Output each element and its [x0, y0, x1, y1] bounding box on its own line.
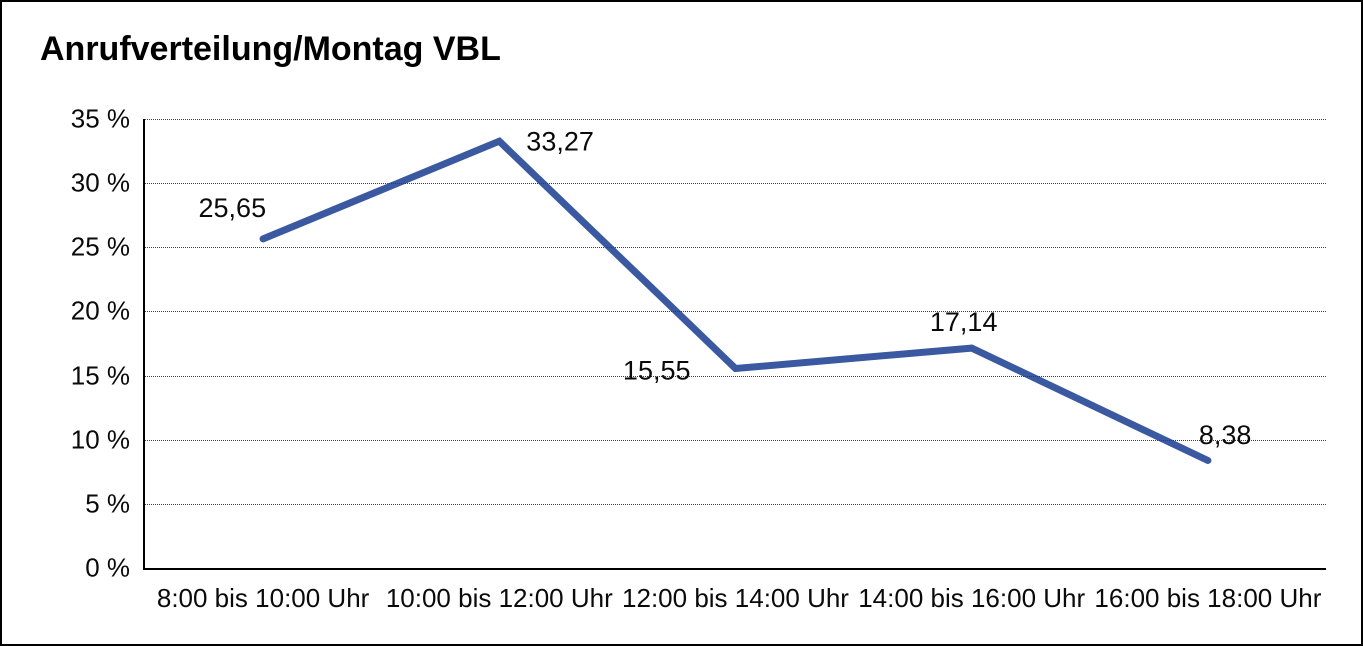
y-tick-label: 35 % — [70, 103, 130, 134]
data-point-label: 15,55 — [622, 355, 691, 386]
y-tick-label: 10 % — [70, 424, 130, 455]
data-point-label: 25,65 — [198, 192, 267, 223]
gridline — [145, 183, 1326, 185]
data-line — [259, 137, 1212, 464]
x-tick-label: 8:00 bis 10:00 Uhr — [156, 583, 370, 613]
x-tick-label: 12:00 bis 14:00 Uhr — [622, 583, 849, 613]
x-tick-label: 16:00 bis 18:00 Uhr — [1094, 583, 1322, 613]
x-tick-label: 14:00 bis 16:00 Uhr — [858, 583, 1086, 613]
data-point-label: 33,27 — [526, 126, 594, 157]
chart-title: Anrufverteilung/Montag VBL — [40, 30, 501, 68]
x-tick-label: 10:00 bis 12:00 Uhr — [385, 583, 613, 613]
y-tick-label: 5 % — [85, 488, 130, 519]
y-tick-label: 0 % — [85, 552, 130, 583]
data-point-label: 17,14 — [929, 307, 998, 338]
gridline — [145, 311, 1326, 313]
plot-area: 35 % 30 % 25 % 20 % 15 % 10 % 5 % 0 % 8:00 bis 1… — [71, 104, 1326, 613]
y-tick-label: 25 % — [70, 231, 130, 262]
y-tick-label: 15 % — [70, 360, 130, 391]
data-point-label: 8,38 — [1198, 420, 1252, 451]
gridline — [145, 375, 1326, 377]
data-line-svg — [259, 137, 1212, 464]
gridline — [145, 247, 1326, 249]
gridline — [145, 119, 1326, 120]
gridline — [145, 439, 1326, 441]
y-tick-label: 20 % — [70, 295, 130, 326]
gridline — [145, 503, 1326, 505]
y-tick-label: 30 % — [70, 167, 130, 198]
